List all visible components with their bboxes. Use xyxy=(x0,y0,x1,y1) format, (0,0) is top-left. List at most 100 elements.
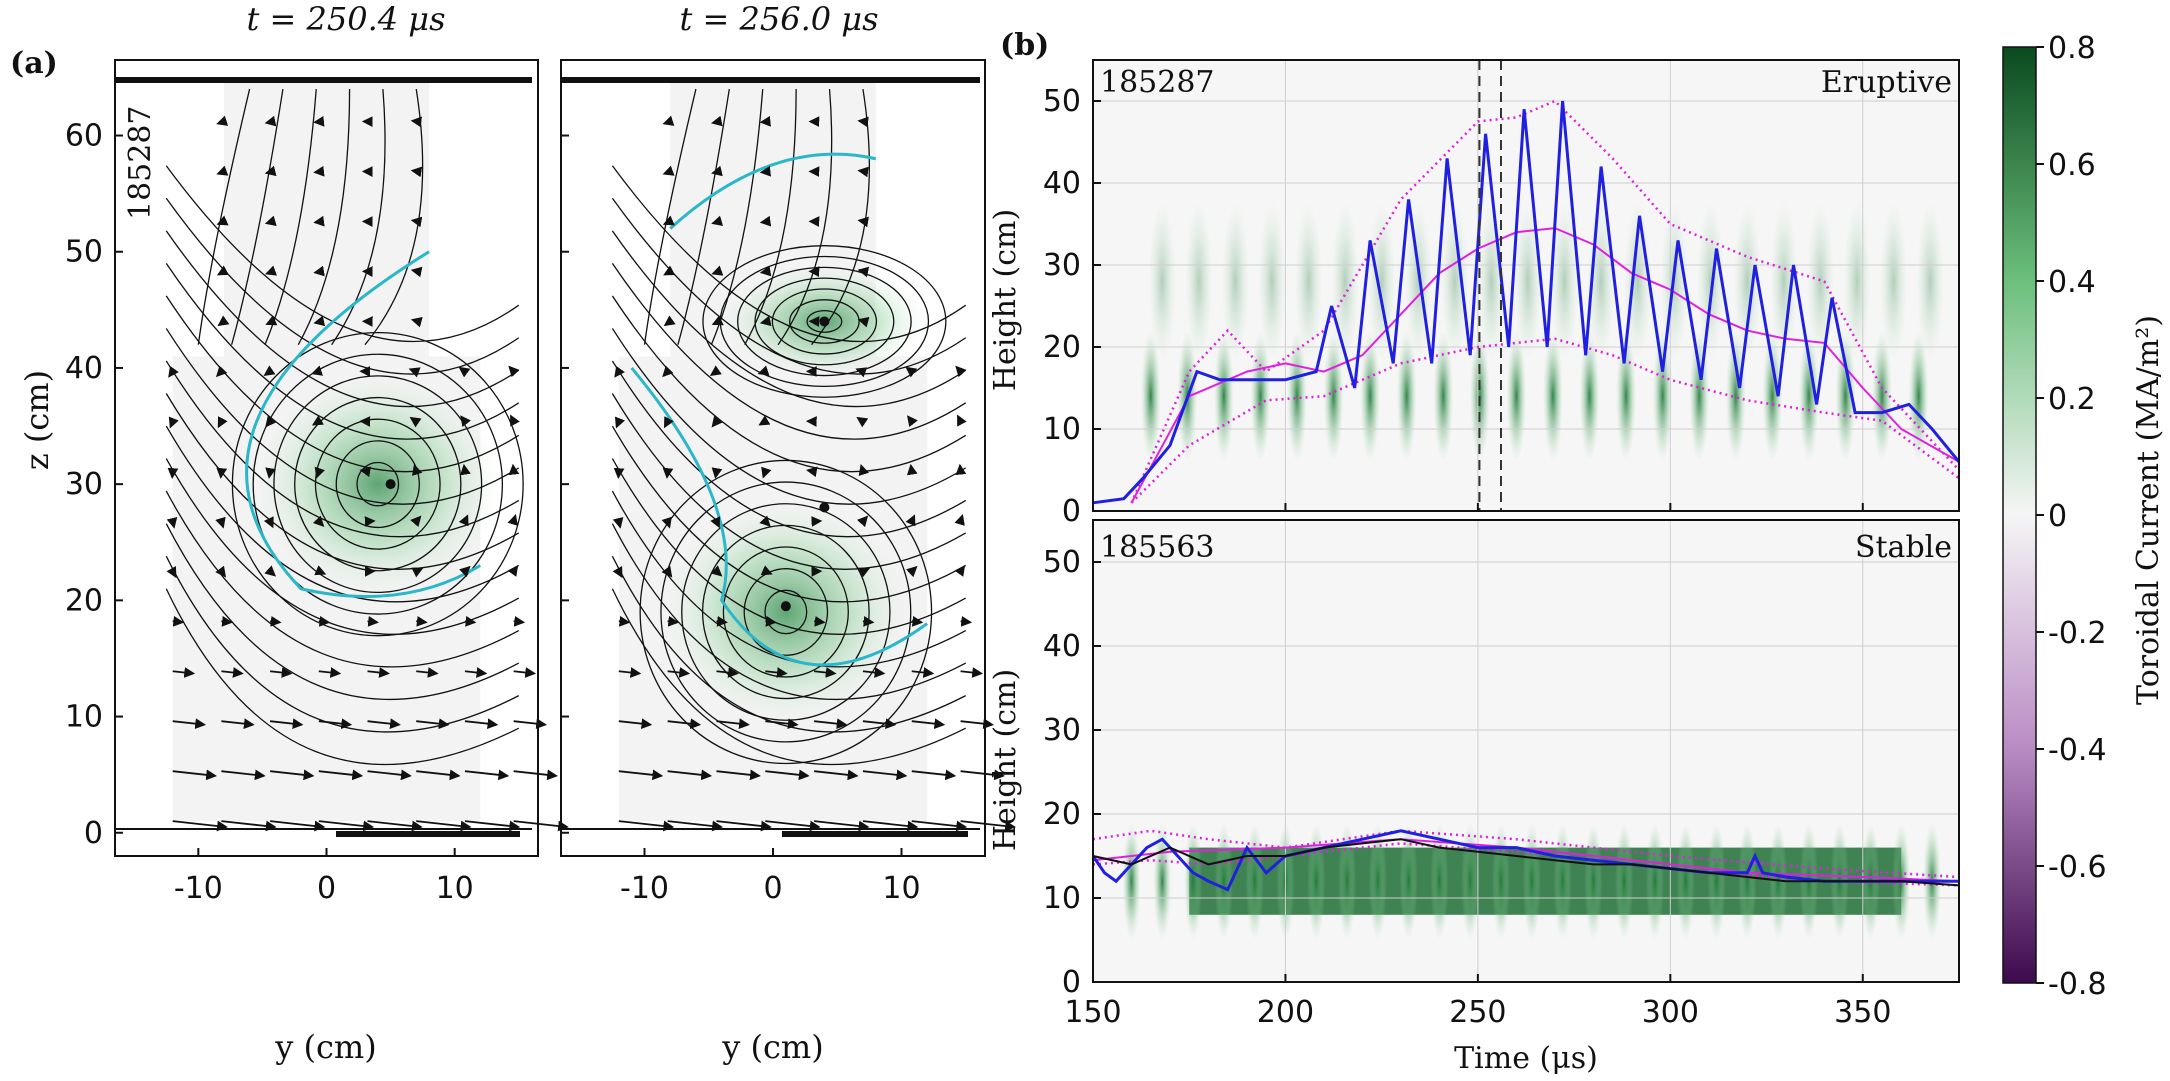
a1-field-line xyxy=(231,88,284,345)
b1-current-stripe xyxy=(1184,199,1213,364)
a2-flow-arrow xyxy=(905,366,918,378)
a2-flow-arrow xyxy=(662,115,675,126)
b2-ytick-label: 50 xyxy=(1043,545,1081,580)
a2-flow-arrow xyxy=(814,820,870,832)
a2-flow-arrow xyxy=(814,718,848,730)
a1-flow-arrow xyxy=(172,820,228,832)
a2-separatrix xyxy=(630,152,929,667)
b1-series-tracked-height xyxy=(1092,100,1961,505)
a2-flow-arrow xyxy=(710,565,723,577)
a1-flow-arrow xyxy=(410,316,423,328)
a1-flow-arrow xyxy=(458,366,471,378)
a1-field-line xyxy=(165,262,520,440)
a2-flow-arrow xyxy=(662,365,674,378)
a1-field-line xyxy=(165,555,520,733)
colorbar-tick-label: 0 xyxy=(2048,499,2067,534)
a1-field-line xyxy=(165,295,520,473)
b1-ytick-label: 30 xyxy=(1043,248,1081,283)
a2-flow-arrow xyxy=(905,565,918,578)
b1-current-stripe xyxy=(1367,199,1396,364)
a1-flow-arrow xyxy=(313,115,325,127)
a1-current-blob xyxy=(254,372,501,596)
panel-a2: t = 256.0 μs -10 0 10 y (cm) xyxy=(560,0,1016,1066)
b2-ytick-label: 20 xyxy=(1043,797,1081,832)
a2-flux-loop xyxy=(702,245,947,398)
panel-a1: t = 250.4 μs 185287 -10 0 100102030405060 … xyxy=(18,0,569,1066)
a1-flow-arrow xyxy=(216,467,228,479)
a1-flow-arrow xyxy=(221,820,277,832)
a1-flow-arrow xyxy=(513,718,547,730)
a2-flow-arrow xyxy=(911,718,946,730)
b1-ytick-label: 0 xyxy=(1062,494,1081,529)
a2-flow-arrow xyxy=(858,567,871,578)
a1-flux-loop xyxy=(356,461,400,507)
panel-b1-shot-label: 185287 xyxy=(1100,65,1215,100)
panel-a1-title: t = 250.4 μs xyxy=(246,0,445,38)
b1-current-stripe xyxy=(1806,199,1835,364)
panel-a1-flow-arrows xyxy=(166,115,569,832)
a1-flow-arrow xyxy=(172,769,217,781)
a1-flow-arrow xyxy=(318,615,331,627)
a1-flow-arrow xyxy=(411,567,424,578)
a1-xtick-label: -10 xyxy=(174,871,223,906)
b2-current-stripe xyxy=(1615,822,1634,940)
a1-flow-arrow xyxy=(416,667,439,678)
a2-flow-arrow xyxy=(618,769,664,781)
a2-field-line xyxy=(611,490,967,668)
a1-ytick-label: 60 xyxy=(65,119,103,154)
a1-flow-arrow xyxy=(416,769,461,781)
panel-b2-heatmap xyxy=(1093,520,1959,982)
a2-flow-arrow xyxy=(716,615,728,627)
b1-current-stripe xyxy=(1843,199,1872,364)
colorbar-tick-label: -0.8 xyxy=(2048,967,2107,1002)
b2-ytick-label: 0 xyxy=(1062,965,1081,1000)
a2-xtick-label: -10 xyxy=(620,871,669,906)
a1-flow-arrow xyxy=(409,416,422,428)
a2-flow-arrow xyxy=(711,467,723,479)
a2-flow-arrow xyxy=(862,667,886,678)
panel-b2-ylabel: Height (cm) xyxy=(988,669,1023,851)
a1-flow-arrow xyxy=(263,516,274,529)
panel-b1: 0 10 20 30 40 50 185287 Eruptive Height (cm) xyxy=(988,59,1961,529)
panel-a2-o-points xyxy=(780,316,830,612)
panel-b1-ylabel: Height (cm) xyxy=(988,209,1023,391)
a1-flux-loop xyxy=(335,440,420,529)
colorbar-tick-label: -0.2 xyxy=(2048,616,2107,651)
a2-field-line xyxy=(611,425,967,603)
a1-flow-arrow xyxy=(513,820,569,832)
a2-flow-arrow xyxy=(911,769,957,781)
a2-field-line xyxy=(611,393,967,570)
a2-flow-arrow xyxy=(765,667,788,678)
a1-flow-arrow xyxy=(270,769,315,781)
a2-field-line xyxy=(777,89,833,346)
a2-flow-arrow xyxy=(957,414,967,427)
a2-flow-arrow xyxy=(765,718,799,730)
b2-current-stripe xyxy=(1214,822,1233,940)
b1-ytick-label: 20 xyxy=(1043,330,1081,365)
a1-field-line xyxy=(165,165,520,343)
b2-ytick-label: 40 xyxy=(1043,629,1081,664)
a2-flow-arrow xyxy=(857,216,869,228)
a1-flow-arrow xyxy=(318,718,353,730)
a1-flow-arrow xyxy=(367,718,401,730)
a2-flow-arrow xyxy=(954,564,966,577)
b2-current-stripe xyxy=(1368,822,1387,940)
a2-field-line xyxy=(677,88,730,345)
a1-flow-arrow xyxy=(464,820,521,832)
b2-current-stripe xyxy=(1491,822,1510,940)
a1-flow-arrow xyxy=(221,615,233,627)
a1-flow-arrow xyxy=(216,215,229,226)
a1-field-line xyxy=(165,328,520,505)
a2-flow-arrow xyxy=(614,365,625,378)
a1-flow-arrow xyxy=(508,365,520,378)
panel-a1-xlabel: y (cm) xyxy=(274,1028,376,1066)
a1-flow-arrow xyxy=(264,565,277,577)
a1-ytick-label: 40 xyxy=(65,351,103,386)
panel-b2-axes: 0 10 20 30 40 50 150 200 250 300 350 xyxy=(1043,545,1892,1030)
a1-flow-arrow xyxy=(172,667,196,678)
a1-flow-arrow xyxy=(408,367,421,378)
a2-flow-arrow xyxy=(663,315,676,327)
a2-flow-arrow xyxy=(855,367,868,378)
a1-field-line xyxy=(165,490,520,668)
